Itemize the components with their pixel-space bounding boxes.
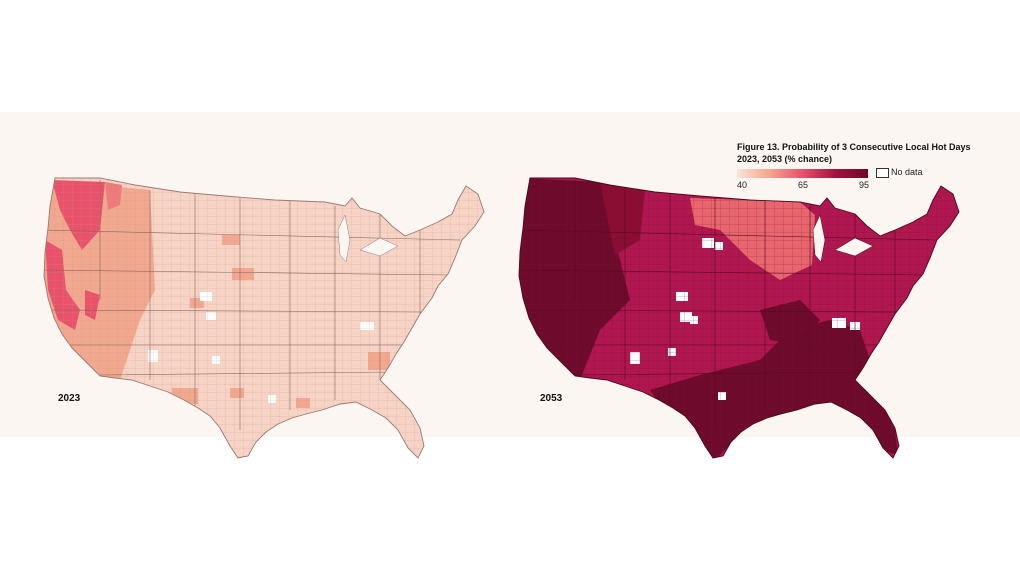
legend-color-bar (737, 169, 868, 178)
no-data-label: No data (891, 167, 923, 177)
legend-tick: 40 (736, 180, 748, 190)
no-data-swatch (876, 168, 889, 178)
map-year-label: 2053 (540, 393, 563, 404)
legend-tick: 65 (797, 180, 809, 190)
figure-title: Figure 13. Probability of 3 Consecutive … (737, 142, 971, 164)
legend-tick: 95 (858, 180, 870, 190)
map-year-label: 2023 (58, 393, 81, 404)
